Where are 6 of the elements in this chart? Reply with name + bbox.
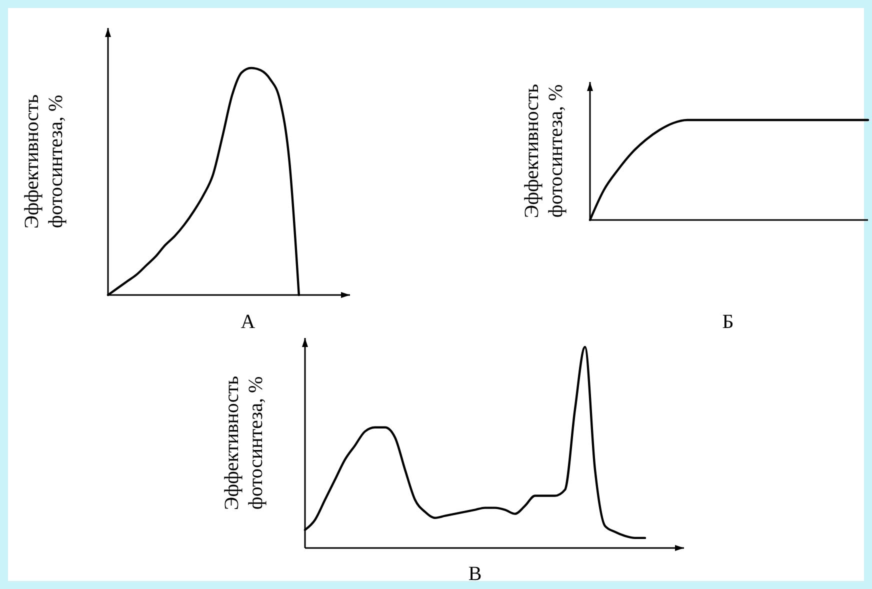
x-axis-title: В [468, 563, 482, 585]
y-axis-title: Эффективность фотосинтеза, % [21, 94, 67, 229]
y-axis-title: Эффективность фотосинтеза, % [521, 84, 567, 218]
y-axis-title: Эффективность фотосинтеза, % [221, 376, 267, 510]
x-axis-title: Б [722, 311, 734, 333]
x-axis-title: А [240, 311, 256, 333]
